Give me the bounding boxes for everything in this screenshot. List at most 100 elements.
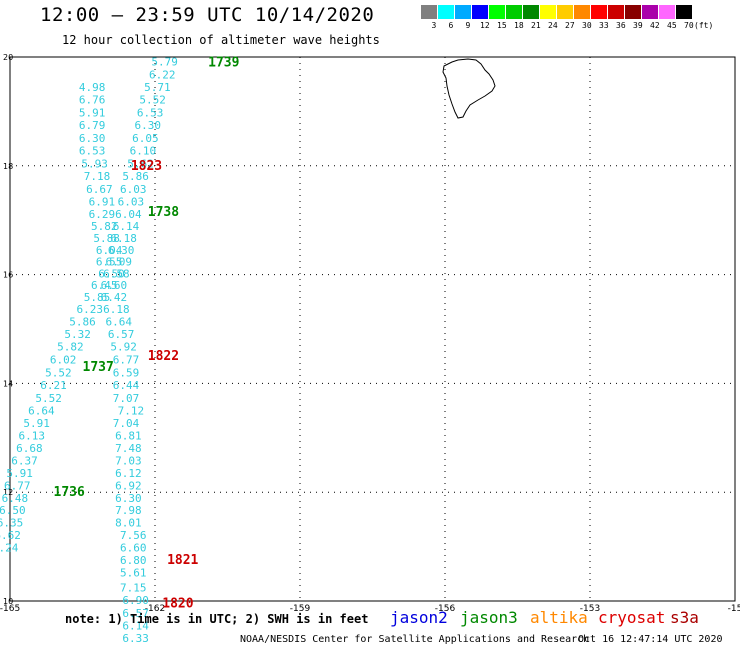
wave-height-value: 5.32 xyxy=(64,328,91,341)
wave-height-value: 5.52 xyxy=(139,93,166,106)
wave-height-value: 6.14 xyxy=(122,619,149,632)
longitude-tick-label: -159 xyxy=(290,604,311,614)
legend-swatch xyxy=(472,5,489,19)
wave-height-value: 6.59 xyxy=(113,367,140,380)
legend-swatch xyxy=(489,5,506,19)
wave-height-value: 6.37 xyxy=(11,455,38,468)
wave-height-value: 6.35 xyxy=(0,517,23,530)
latitude-ticks: 20 18 16 14 12 10 xyxy=(3,53,13,606)
wave-height-value: 5.82 xyxy=(91,220,118,233)
wave-height-value: 6.42 xyxy=(101,291,128,304)
latitude-tick-label: 18 xyxy=(3,162,13,171)
satellite-label-altika: altika xyxy=(530,608,588,627)
legend-label: 21 xyxy=(531,21,541,30)
legend-color-bar xyxy=(421,5,693,19)
wave-height-value: 6.77 xyxy=(4,480,31,493)
legend-swatch xyxy=(455,5,472,19)
wave-height-value: 6.55 xyxy=(96,256,123,269)
legend-swatch xyxy=(625,5,642,19)
legend-label: 42 xyxy=(650,21,660,30)
pass-time-label: 1823 xyxy=(131,159,162,174)
credit-text: NOAA/NESDIS Center for Satellite Applica… xyxy=(240,634,590,645)
satellite-label-jason2: jason2 xyxy=(390,608,448,627)
wave-height-value: 5.91 xyxy=(6,467,33,480)
wave-height-value: 6.44 xyxy=(113,379,140,392)
wave-height-value: 6.58 xyxy=(103,268,130,281)
latitude-tick-label: 14 xyxy=(3,379,13,388)
wave-height-value: 6.57 xyxy=(122,607,149,620)
legend-label: 33 xyxy=(599,21,609,30)
legend-swatch xyxy=(591,5,608,19)
wave-height-value: 6.22 xyxy=(149,68,176,81)
wave-height-value: 6.50 xyxy=(98,268,125,281)
legend-label: 24 xyxy=(548,21,558,30)
latitude-tick-label: 10 xyxy=(3,597,13,606)
legend-swatch xyxy=(506,5,523,19)
wave-height-value: 6.90 xyxy=(122,594,149,607)
chart-subtitle: 12 hour collection of altimeter wave hei… xyxy=(62,33,380,47)
longitude-tick-label: -15 xyxy=(728,604,740,614)
wave-height-value: 5.52 xyxy=(35,392,62,405)
wave-height-value: 4.98 xyxy=(79,81,106,94)
legend-label: 9 xyxy=(465,21,471,30)
hawaii-coastline xyxy=(442,58,496,119)
wave-height-value: 5.91 xyxy=(23,417,50,430)
pass-time-label: 1822 xyxy=(148,349,179,364)
satellite-label-s3a: s3a xyxy=(670,608,699,627)
wave-height-value: 7.03 xyxy=(115,455,142,468)
pass-time-label: 1821 xyxy=(167,553,198,568)
wave-height-value: 5.62 xyxy=(127,158,154,171)
legend-label: 70 xyxy=(684,21,694,30)
wave-height-value: 6.67 xyxy=(86,183,113,196)
wave-height-value: 8.01 xyxy=(115,517,142,530)
legend-swatch xyxy=(557,5,574,19)
legend-swatch xyxy=(523,5,540,19)
wave-height-tracks: 4.986.765.916.796.306.535.937.186.676.91… xyxy=(0,55,178,645)
wave-height-value: 7.18 xyxy=(84,170,111,183)
latitude-tick-label: 20 xyxy=(3,53,13,62)
wave-height-value: 6.30 xyxy=(108,244,135,257)
wave-height-value: 6.50 xyxy=(0,504,26,517)
wave-height-value: 6.05 xyxy=(132,132,159,145)
wave-height-value: 6.57 xyxy=(108,328,135,341)
chart-title: 12:00 – 23:59 UTC 10/14/2020 xyxy=(40,4,375,26)
legend-unit: (ft) xyxy=(694,21,714,30)
wave-height-value: 6.45 xyxy=(91,279,118,292)
latitude-tick-label: 16 xyxy=(3,271,13,280)
wave-height-value: 6.02 xyxy=(50,353,77,366)
wave-height-value: 6.03 xyxy=(120,183,147,196)
legend-label: 6 xyxy=(448,21,454,30)
wave-height-value: 5.82 xyxy=(57,340,84,353)
wave-height-value: 7.04 xyxy=(113,417,140,430)
legend-swatch xyxy=(642,5,659,19)
wave-height-value: 5.52 xyxy=(45,367,72,380)
wave-height-value: 6.64 xyxy=(106,315,133,328)
wave-height-value: 6.13 xyxy=(19,430,46,443)
map-grid xyxy=(10,57,735,601)
legend-label: 27 xyxy=(565,21,575,30)
wave-height-value: 5.71 xyxy=(144,81,171,94)
wave-height-value: 6.33 xyxy=(122,632,149,645)
footer-note: note: 1) Time is in UTC; 2) SWH is in fe… xyxy=(65,612,369,626)
satellite-label-cryosat: cryosat xyxy=(598,608,666,627)
pass-time-label: 1820 xyxy=(162,597,193,612)
wave-height-value: 6.81 xyxy=(115,430,142,443)
wave-height-value: 6.91 xyxy=(89,196,116,209)
color-legend: 3 6 9 12 15 18 21 24 27 30 33 36 39 42 45 70 (ft) xyxy=(421,5,713,31)
wave-height-value: 6.21 xyxy=(40,379,67,392)
legend-label: 18 xyxy=(514,21,524,30)
legend-label: 15 xyxy=(497,21,507,30)
wave-height-value: 6.68 xyxy=(16,442,43,455)
wave-height-value: 6.64 xyxy=(28,405,55,418)
wave-height-value: 5.92 xyxy=(110,340,137,353)
wave-height-value: 6.12 xyxy=(115,467,142,480)
wave-height-value: 6.14 xyxy=(113,220,140,233)
legend-swatch xyxy=(540,5,557,19)
legend-label: 3 xyxy=(431,21,437,30)
legend-swatch xyxy=(574,5,591,19)
pass-time-label: 1738 xyxy=(148,205,179,220)
wave-height-value: 6.53 xyxy=(137,106,164,119)
wave-height-value: 6.29 xyxy=(89,208,116,221)
wave-height-value: 7.07 xyxy=(113,392,140,405)
